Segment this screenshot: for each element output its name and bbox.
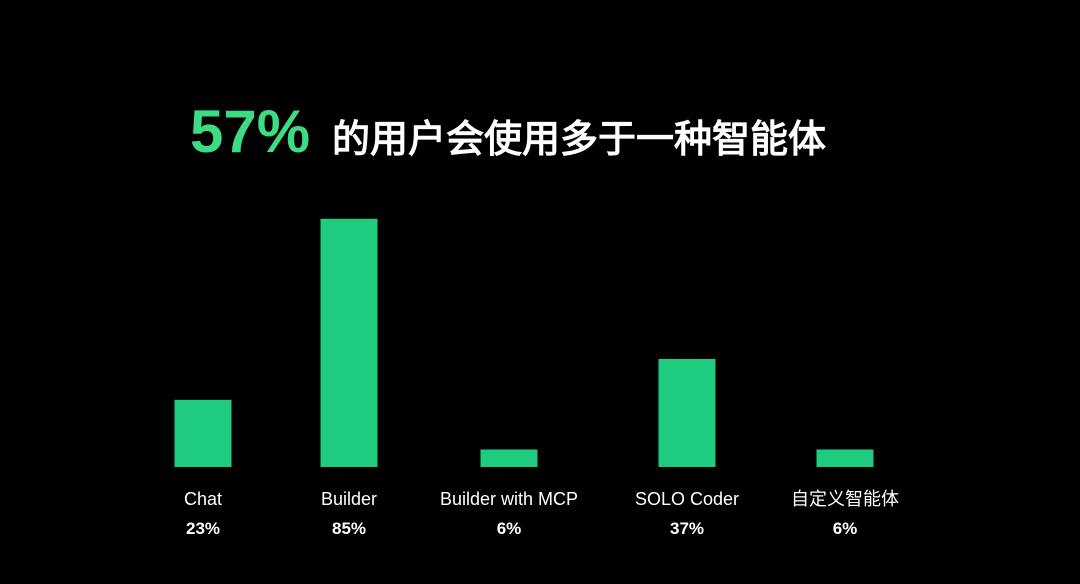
value-label: 37% bbox=[670, 519, 704, 538]
value-label: 85% bbox=[332, 519, 366, 538]
title-highlight: 57% bbox=[190, 98, 310, 165]
value-label: 23% bbox=[186, 519, 220, 538]
bar bbox=[658, 358, 716, 467]
x-tick-label: Chat bbox=[184, 489, 222, 509]
value-label: 6% bbox=[833, 519, 858, 538]
x-tick-label: 自定义智能体 bbox=[791, 489, 899, 509]
value-label: 6% bbox=[497, 519, 522, 538]
bar bbox=[816, 449, 874, 467]
chart-title: 的用户会使用多于一种智能体 bbox=[332, 119, 826, 161]
x-tick-label: Builder with MCP bbox=[440, 489, 578, 509]
x-tick-label: SOLO Coder bbox=[635, 489, 739, 509]
bar bbox=[480, 449, 538, 467]
bar bbox=[320, 218, 378, 467]
bar bbox=[174, 399, 232, 467]
x-tick-label: Builder bbox=[321, 489, 377, 509]
